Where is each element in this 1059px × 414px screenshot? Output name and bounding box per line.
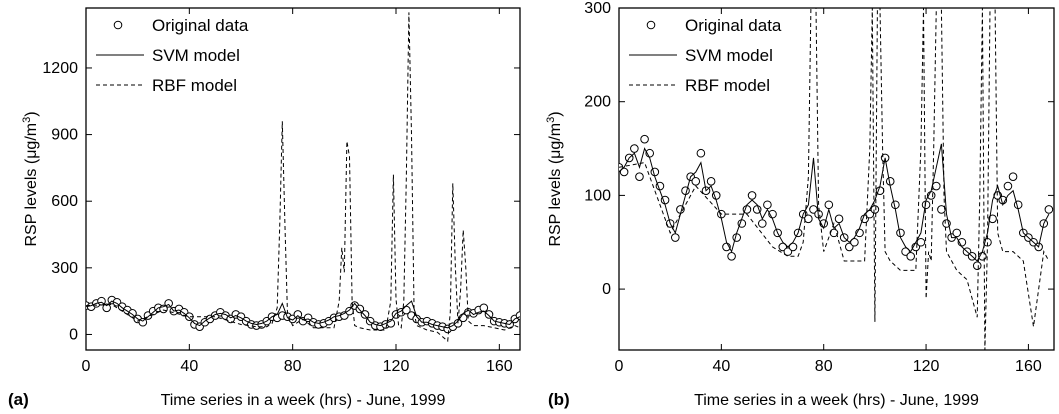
data-point xyxy=(696,148,706,158)
x-tick-label: 160 xyxy=(486,358,513,375)
data-point xyxy=(850,237,859,247)
y-tick-label: 300 xyxy=(584,0,611,17)
legend-label-rbf-model: RBF model xyxy=(685,76,770,95)
x-tick-label: 40 xyxy=(712,358,730,375)
data-point xyxy=(479,303,489,313)
y-axis-label: RSP levels (μg/m3) xyxy=(21,111,40,246)
x-tick-label: 0 xyxy=(82,358,91,375)
data-point xyxy=(670,233,680,242)
data-point xyxy=(102,303,111,313)
data-point xyxy=(1003,181,1013,191)
data-point xyxy=(1013,200,1023,210)
x-axis-label: Time series in a week (hrs) - June, 1999 xyxy=(694,392,979,409)
plot-frame xyxy=(85,7,521,351)
legend-label-svm-model: SVM model xyxy=(152,46,240,65)
data-point xyxy=(619,167,629,177)
data-point xyxy=(727,252,736,261)
legend-label-original-data: Original data xyxy=(152,16,249,35)
legend-label-rbf-model: RBF model xyxy=(152,76,237,95)
y-axis-label-close: ) xyxy=(23,111,40,116)
x-tick-label: 80 xyxy=(815,358,833,375)
y-tick-label: 1200 xyxy=(42,60,78,77)
series-line-svm-model xyxy=(619,143,1050,262)
data-point xyxy=(484,310,494,319)
data-point xyxy=(128,309,137,318)
x-tick-label: 40 xyxy=(180,358,198,375)
y-tick-label: 100 xyxy=(584,187,611,204)
legend-marker-original-data xyxy=(113,20,123,30)
plot-area xyxy=(619,8,1054,350)
data-point xyxy=(870,205,880,214)
y-axis-label-superscript: 3 xyxy=(21,117,33,123)
data-point xyxy=(293,310,303,319)
data-point xyxy=(988,214,997,224)
y-tick-label: 600 xyxy=(51,193,78,210)
y-tick-label: 900 xyxy=(51,127,78,144)
y-tick-label: 0 xyxy=(69,326,78,343)
data-point xyxy=(1008,172,1018,181)
legend-label-original-data: Original data xyxy=(685,16,782,35)
data-point xyxy=(650,167,660,177)
legend-marker-original-data xyxy=(646,20,656,30)
series-line-rbf-model xyxy=(619,8,1050,350)
data-point xyxy=(931,181,941,191)
x-tick-label: 80 xyxy=(284,358,302,375)
series-line-svm-model xyxy=(86,300,520,329)
data-point xyxy=(1044,205,1054,214)
data-point xyxy=(937,205,946,214)
y-axis-label-text: RSP levels (μg/m xyxy=(23,123,40,247)
x-tick-label: 160 xyxy=(1015,358,1042,375)
data-point xyxy=(788,242,798,252)
data-point xyxy=(691,177,701,186)
y-axis-label-text: RSP levels (μg/m xyxy=(547,123,564,247)
x-tick-label: 0 xyxy=(615,358,624,375)
data-point xyxy=(916,237,926,247)
legend-label-svm-model: SVM model xyxy=(685,46,773,65)
data-point xyxy=(952,228,962,238)
data-point xyxy=(834,214,844,224)
chart-panel-a: 0 40 80 120 160 0 300 600 900 1200 Time series in … xyxy=(8,7,521,409)
data-point xyxy=(706,177,716,186)
y-tick-label: 0 xyxy=(602,281,611,298)
data-point xyxy=(804,214,813,224)
x-tick-label: 120 xyxy=(913,358,940,375)
data-point xyxy=(972,261,982,270)
y-axis-label: RSP levels (μg/m3) xyxy=(545,111,564,246)
y-axis-label-close: ) xyxy=(547,111,564,116)
series-line-rbf-model xyxy=(86,12,520,343)
y-tick-label: 200 xyxy=(584,94,611,111)
chart-panel-b: 0 40 80 120 160 0 100 200 300 Time series in a we… xyxy=(545,0,1055,409)
data-point xyxy=(360,310,370,319)
panel-label: (a) xyxy=(8,390,29,409)
plot-frame xyxy=(618,7,1055,351)
y-axis-label-superscript: 3 xyxy=(545,117,557,123)
data-point xyxy=(906,252,916,261)
x-axis-label: Time series in a week (hrs) - June, 1999 xyxy=(161,392,446,409)
data-point xyxy=(630,144,639,153)
panel-label: (b) xyxy=(548,390,570,409)
data-point xyxy=(824,200,834,210)
plot-area xyxy=(86,12,520,343)
data-point xyxy=(681,186,690,196)
data-point xyxy=(640,134,649,144)
data-point xyxy=(635,172,644,181)
data-point xyxy=(732,233,742,242)
data-point xyxy=(757,219,767,228)
x-tick-label: 120 xyxy=(383,358,410,375)
data-point xyxy=(763,200,772,210)
data-point xyxy=(747,191,757,200)
y-tick-label: 300 xyxy=(51,260,78,277)
